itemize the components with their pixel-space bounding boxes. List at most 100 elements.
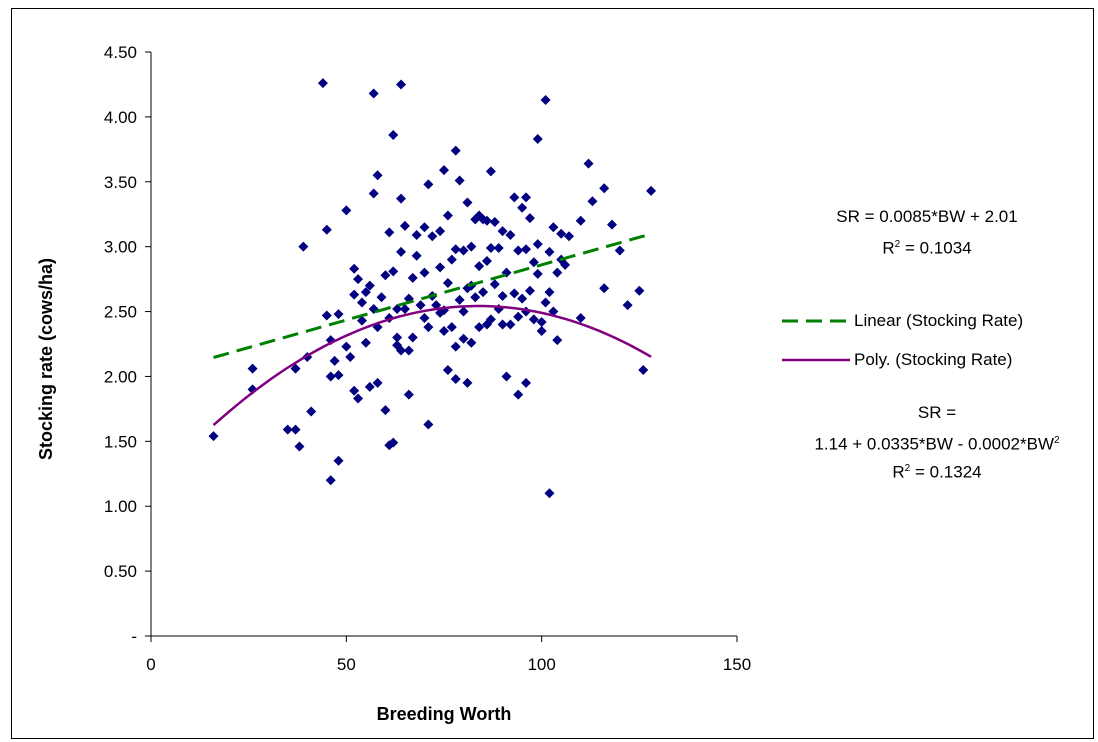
data-point xyxy=(646,185,657,196)
data-point xyxy=(396,246,407,257)
data-point xyxy=(356,297,367,308)
poly-equation-line1: SR = xyxy=(917,403,957,422)
data-point xyxy=(349,289,360,300)
data-point xyxy=(521,192,532,203)
data-point xyxy=(466,337,477,348)
data-point xyxy=(532,268,543,279)
data-point xyxy=(458,245,469,256)
data-point xyxy=(435,262,446,273)
data-point xyxy=(435,226,446,237)
data-point xyxy=(208,431,219,442)
data-point xyxy=(399,220,410,231)
poly-r-squared: R2 = 0.1324 xyxy=(892,462,982,482)
data-point xyxy=(450,374,461,385)
data-point xyxy=(360,337,371,348)
data-point xyxy=(439,326,449,337)
data-point xyxy=(364,280,375,291)
data-point xyxy=(521,244,532,255)
data-point xyxy=(489,217,500,228)
data-point xyxy=(423,179,434,190)
data-point xyxy=(489,279,500,290)
data-point xyxy=(544,488,555,499)
y-axis-title: Stocking rate (cows/ha) xyxy=(36,258,56,460)
y-tick-label: 2.00 xyxy=(104,367,137,386)
data-point xyxy=(376,292,387,303)
data-point xyxy=(341,341,352,352)
data-point xyxy=(380,405,391,416)
x-tick-label: 100 xyxy=(527,655,555,674)
legend-item-poly: Poly. (Stocking Rate) xyxy=(780,350,1012,370)
data-point xyxy=(294,441,305,452)
y-tick-label: 2.50 xyxy=(104,303,137,322)
data-point xyxy=(544,246,555,257)
data-point xyxy=(403,389,414,400)
data-point xyxy=(513,389,524,400)
data-point xyxy=(290,363,301,374)
data-point xyxy=(606,219,617,230)
data-point xyxy=(306,406,317,417)
data-point xyxy=(450,145,461,156)
data-points xyxy=(208,78,657,499)
data-point xyxy=(552,335,563,346)
data-point xyxy=(481,255,492,266)
data-point xyxy=(540,297,551,308)
data-point xyxy=(505,319,516,330)
data-point xyxy=(353,393,364,404)
data-point xyxy=(505,229,516,240)
data-point xyxy=(446,254,457,265)
data-point xyxy=(384,227,395,238)
data-point xyxy=(462,197,473,208)
data-point xyxy=(388,437,399,448)
data-point xyxy=(353,274,364,285)
data-point xyxy=(411,250,422,261)
data-point xyxy=(552,267,563,278)
data-point xyxy=(388,130,399,141)
data-point xyxy=(544,287,555,298)
data-point xyxy=(462,377,473,388)
data-point xyxy=(634,285,645,296)
linear-trendline xyxy=(213,232,652,359)
data-point xyxy=(325,475,336,486)
data-point xyxy=(392,332,403,343)
data-point xyxy=(493,242,504,253)
data-point xyxy=(396,79,407,90)
data-point xyxy=(442,278,453,289)
data-point xyxy=(368,188,379,199)
y-tick-label: 1.50 xyxy=(104,432,137,451)
data-point xyxy=(564,231,575,242)
data-point xyxy=(427,231,438,242)
data-point xyxy=(419,313,430,324)
data-point xyxy=(290,424,301,435)
data-point xyxy=(638,364,649,375)
data-point xyxy=(470,292,481,303)
data-point xyxy=(458,333,469,344)
data-point xyxy=(411,229,422,240)
linear-r-squared: R2 = 0.1034 xyxy=(882,238,972,258)
data-point xyxy=(423,419,434,430)
data-point xyxy=(540,95,551,106)
data-point xyxy=(583,158,594,169)
y-tick-label: 0.50 xyxy=(104,562,137,581)
axis-ticks: - 0.50 1.00 1.50 2.00 2.50 3.00 3.50 4.00 4.50 0 50… xyxy=(104,43,751,674)
data-point xyxy=(341,205,352,216)
data-point xyxy=(587,196,598,207)
data-point xyxy=(532,133,543,144)
data-point xyxy=(474,322,485,333)
data-point xyxy=(497,226,508,237)
data-point xyxy=(345,351,356,362)
data-point xyxy=(521,377,532,388)
data-point xyxy=(474,261,485,272)
x-axis-title: Breeding Worth xyxy=(377,704,512,724)
data-point xyxy=(485,314,496,325)
y-tick-label: 1.00 xyxy=(104,497,137,516)
data-point xyxy=(599,183,610,194)
scatter-chart: - 0.50 1.00 1.50 2.00 2.50 3.00 3.50 4.00 4.50 0 50… xyxy=(36,43,751,724)
x-tick-label: 50 xyxy=(337,655,356,674)
data-point xyxy=(396,193,407,204)
data-point xyxy=(356,315,367,326)
legend-item-linear: Linear (Stocking Rate) xyxy=(780,311,1023,331)
data-point xyxy=(368,88,379,99)
data-point xyxy=(325,371,336,382)
data-point xyxy=(247,363,258,374)
data-point xyxy=(388,266,399,277)
